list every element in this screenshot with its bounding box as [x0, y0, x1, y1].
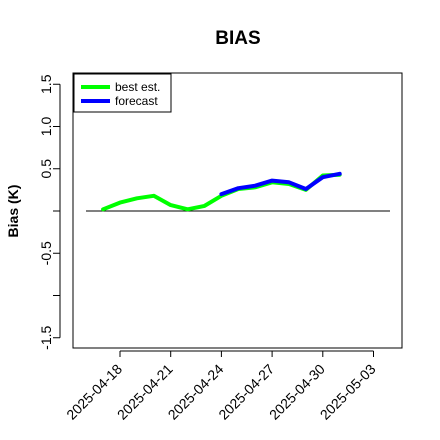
y-tick-label: -0.5 — [38, 241, 54, 265]
x-axis: 2025-04-182025-04-212025-04-242025-04-27… — [63, 350, 379, 423]
legend-box — [73, 73, 172, 113]
y-tick-label: -1.5 — [38, 325, 54, 349]
y-tick-label: 0.5 — [38, 159, 54, 179]
series-layer — [101, 171, 342, 212]
y-axis: -1.5 -0.5 0.5 1.0 1.5 — [38, 74, 61, 350]
legend-label-forecast: forecast — [115, 94, 158, 108]
plot-frame — [72, 72, 403, 349]
x-tick-label: 2025-05-03 — [317, 361, 379, 423]
y-tick-label: 1.5 — [38, 74, 54, 94]
series-line-forecast — [219, 171, 342, 197]
y-axis-label: Bias (K) — [5, 185, 21, 238]
legend: best est. forecast — [73, 73, 172, 113]
y-tick-label: 1.0 — [38, 117, 54, 137]
legend-label-best-est: best est. — [115, 80, 160, 94]
chart-title: BIAS — [215, 28, 260, 49]
